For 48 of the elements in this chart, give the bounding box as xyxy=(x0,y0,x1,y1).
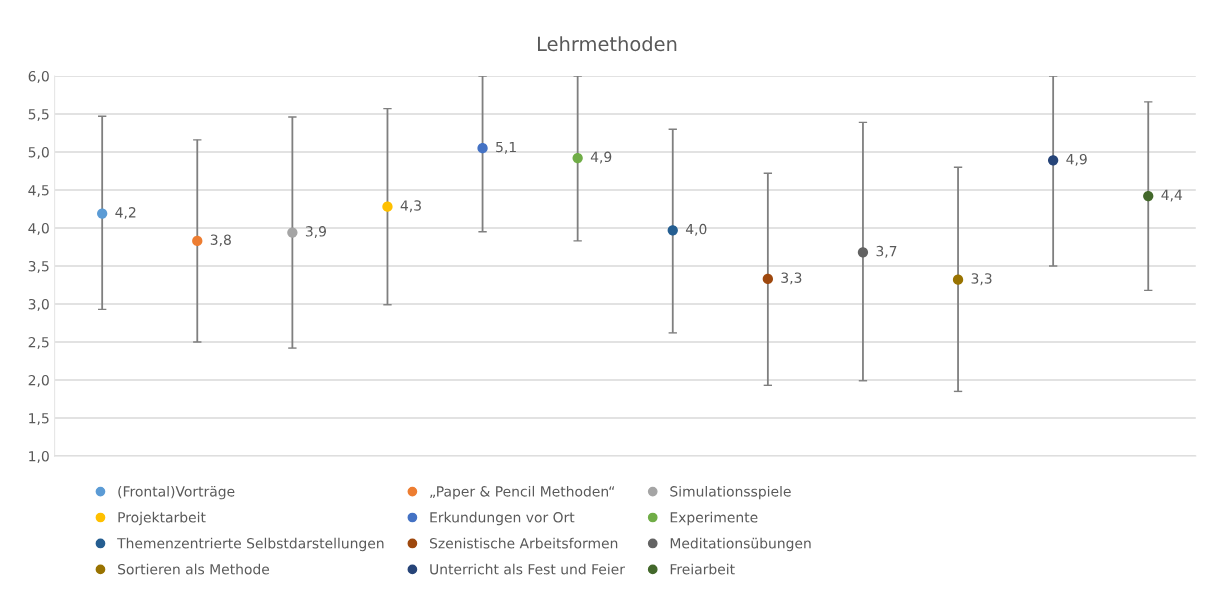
legend-label: (Frontal)Vorträge xyxy=(118,485,235,500)
legend-label: Freiarbeit xyxy=(670,563,735,575)
legend-label: „Paper & Pencil Methoden“ xyxy=(430,485,615,500)
point xyxy=(97,208,108,219)
point xyxy=(572,152,583,164)
y-tick-label: 2,0 xyxy=(28,374,49,387)
point xyxy=(857,247,869,258)
y-tick-label: 1,5 xyxy=(29,413,49,425)
point xyxy=(952,274,964,285)
y-tick-label: 4,0 xyxy=(28,222,49,235)
point xyxy=(1143,190,1154,202)
data-label: 4,0 xyxy=(685,223,707,236)
y-tick-label: 3,0 xyxy=(28,298,49,311)
y-tick-label: 2,5 xyxy=(28,336,49,349)
legend-label: Szenistische Arbeitsformen xyxy=(429,537,618,549)
legend-label: Meditationsübungen xyxy=(670,537,811,552)
data-label: 3,9 xyxy=(305,226,326,239)
data-label: 4,9 xyxy=(1066,153,1087,166)
point xyxy=(1047,155,1059,166)
y-tick-label: 6,0 xyxy=(28,70,49,83)
legend-label: Projektarbeit xyxy=(118,511,206,526)
legend-label: Simulationsspiele xyxy=(670,485,791,500)
point xyxy=(762,273,774,285)
data-label: 3,7 xyxy=(876,245,897,258)
legend-label: Unterricht als Fest und Feier xyxy=(430,563,625,575)
data-label: 4,3 xyxy=(400,200,421,213)
legend-label: Themenzentrierte Selbstdarstellungen xyxy=(117,537,384,552)
point xyxy=(667,225,678,236)
y-tick-label: 3,5 xyxy=(28,260,49,273)
legend-label: Experimente xyxy=(670,511,758,526)
legend-label: Erkundungen vor Ort xyxy=(430,511,575,526)
chart-title: Lehrmethoden xyxy=(538,36,677,52)
point xyxy=(287,227,298,238)
y-tick-label: 5,5 xyxy=(28,109,49,121)
data-label: 4,4 xyxy=(1161,189,1183,202)
legend-label: Sortieren als Methode xyxy=(118,563,270,575)
point xyxy=(382,201,393,212)
y-tick-label: 5,0 xyxy=(28,146,49,159)
data-label: 3,8 xyxy=(210,234,231,247)
y-tick-label: 4,5 xyxy=(28,185,49,197)
point xyxy=(477,143,488,154)
y-tick-label: 1,0 xyxy=(29,450,49,463)
data-label: 4,2 xyxy=(115,207,136,220)
point xyxy=(192,235,203,247)
data-label: 3,3 xyxy=(781,272,802,285)
data-label: 4,9 xyxy=(590,151,612,164)
data-label: 5,1 xyxy=(496,141,516,154)
data-label: 3,3 xyxy=(971,273,992,286)
